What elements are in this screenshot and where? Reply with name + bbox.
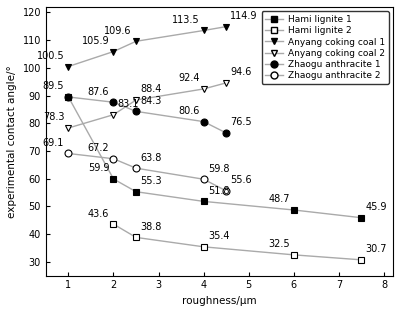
Text: 80.6: 80.6 (178, 106, 200, 116)
Anyang coking coal 2 (66, 126, 71, 130)
Text: 94.6: 94.6 (230, 67, 252, 77)
Text: 114.9: 114.9 (230, 11, 258, 21)
Hami lignite 1 (134, 190, 138, 193)
Text: 84.3: 84.3 (140, 96, 162, 106)
Anyang coking coal 2 (201, 87, 206, 91)
Anyang coking coal 1 (134, 39, 138, 43)
Text: 48.7: 48.7 (268, 194, 290, 204)
Hami lignite 1 (66, 95, 71, 99)
Text: 76.5: 76.5 (230, 117, 252, 127)
Text: 30.7: 30.7 (366, 244, 387, 254)
Text: 69.1: 69.1 (43, 138, 64, 148)
Text: 100.5: 100.5 (37, 51, 64, 61)
Hami lignite 1 (292, 208, 296, 212)
Zhaogu anthracite 2 (111, 157, 116, 161)
Line: Hami lignite 1: Hami lignite 1 (65, 94, 365, 221)
Text: 55.6: 55.6 (230, 175, 252, 185)
Hami lignite 2 (359, 258, 364, 262)
Text: 89.5: 89.5 (43, 81, 64, 91)
Zhaogu anthracite 1 (201, 120, 206, 124)
Text: 59.8: 59.8 (208, 164, 229, 174)
Text: 63.8: 63.8 (140, 153, 162, 163)
Zhaogu anthracite 1 (224, 131, 229, 135)
Anyang coking coal 2 (134, 98, 138, 102)
Line: Anyang coking coal 1: Anyang coking coal 1 (65, 23, 230, 70)
Zhaogu anthracite 1 (66, 95, 71, 99)
Text: 109.6: 109.6 (104, 26, 132, 36)
Line: Anyang coking coal 2: Anyang coking coal 2 (65, 80, 230, 131)
Text: 43.6: 43.6 (88, 208, 109, 218)
Text: 35.4: 35.4 (208, 231, 229, 241)
Line: Hami lignite 2: Hami lignite 2 (110, 221, 365, 263)
Anyang coking coal 1 (66, 64, 71, 68)
Zhaogu anthracite 2 (134, 166, 138, 170)
Legend: Hami lignite 1, Hami lignite 2, Anyang coking coal 1, Anyang coking coal 2, Zhao: Hami lignite 1, Hami lignite 2, Anyang c… (262, 12, 388, 84)
Zhaogu anthracite 2 (201, 177, 206, 181)
Anyang coking coal 1 (224, 25, 229, 28)
Text: 78.3: 78.3 (43, 112, 64, 122)
Anyang coking coal 2 (224, 81, 229, 85)
Line: Zhaogu anthracite 2: Zhaogu anthracite 2 (65, 150, 230, 194)
Text: 38.8: 38.8 (140, 222, 162, 232)
Zhaogu anthracite 2 (66, 151, 71, 155)
Zhaogu anthracite 2 (224, 189, 229, 193)
Text: 59.9: 59.9 (88, 163, 109, 173)
Anyang coking coal 2 (111, 113, 116, 116)
Text: 45.9: 45.9 (366, 202, 387, 212)
Text: 87.6: 87.6 (88, 87, 109, 97)
Zhaogu anthracite 1 (134, 110, 138, 113)
Text: 88.4: 88.4 (140, 85, 162, 95)
Text: 105.9: 105.9 (82, 36, 109, 46)
Hami lignite 2 (292, 253, 296, 257)
Text: 83.1: 83.1 (118, 99, 139, 109)
Y-axis label: experimental contact angle/°: experimental contact angle/° (7, 65, 17, 218)
Hami lignite 2 (134, 236, 138, 239)
X-axis label: roughness/μm: roughness/μm (182, 296, 257, 306)
Text: 32.5: 32.5 (268, 239, 290, 249)
Text: 51.8: 51.8 (208, 186, 229, 196)
Text: 67.2: 67.2 (88, 143, 109, 153)
Hami lignite 1 (201, 199, 206, 203)
Anyang coking coal 1 (201, 28, 206, 32)
Text: 113.5: 113.5 (172, 15, 200, 25)
Hami lignite 2 (111, 222, 116, 226)
Hami lignite 1 (111, 177, 116, 181)
Text: 92.4: 92.4 (178, 73, 200, 83)
Hami lignite 2 (201, 245, 206, 249)
Anyang coking coal 1 (111, 50, 116, 54)
Zhaogu anthracite 1 (111, 100, 116, 104)
Line: Zhaogu anthracite 1: Zhaogu anthracite 1 (65, 94, 230, 136)
Hami lignite 1 (359, 216, 364, 220)
Text: 55.3: 55.3 (140, 176, 162, 186)
